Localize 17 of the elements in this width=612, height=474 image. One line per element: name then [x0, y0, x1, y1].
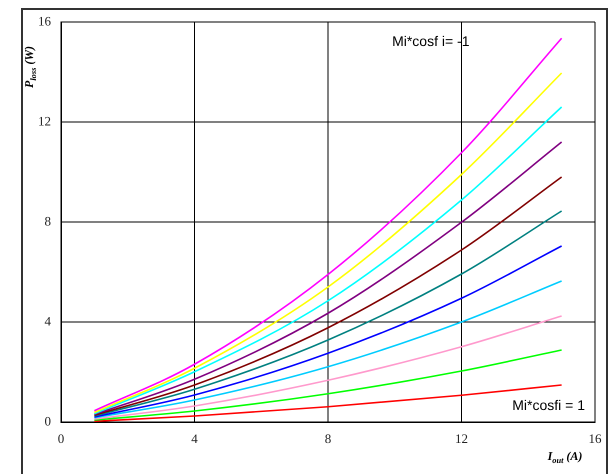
x-tick-label: 16 [588, 431, 602, 446]
y-tick-label: 12 [38, 113, 51, 128]
y-axis-title: Ploss (W) [22, 46, 38, 88]
annotation: Mi*cosfi = 1 [512, 396, 586, 413]
line-series [94, 315, 562, 420]
x-tick-label: 0 [58, 431, 64, 446]
y-tick-label: 16 [38, 13, 52, 28]
line-series [94, 245, 562, 418]
x-tick-label: 4 [191, 431, 198, 446]
x-tick-label: 12 [455, 431, 468, 446]
line-series [94, 384, 562, 422]
line-series [94, 349, 562, 421]
line-series [94, 280, 562, 419]
y-tick-label: 0 [44, 413, 51, 428]
y-tick-label: 4 [44, 313, 52, 328]
y-tick-label: 8 [44, 213, 51, 228]
x-tick-label: 8 [324, 431, 332, 446]
